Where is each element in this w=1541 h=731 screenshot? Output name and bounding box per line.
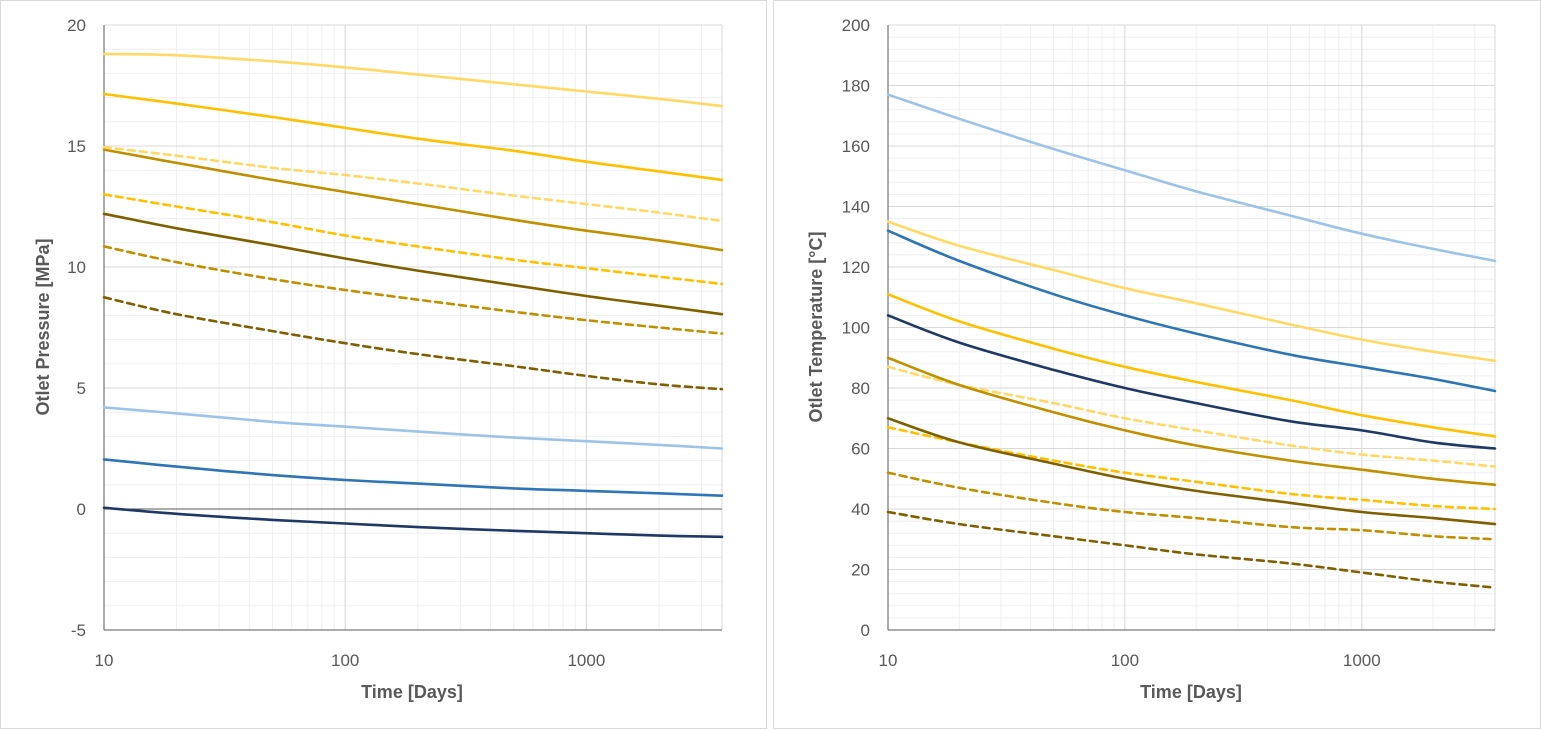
y-tick-label: 140 [842, 198, 870, 217]
temperature-chart: 0 20 40 60 80 100 120 140 160 180 200 10 100 1000 Tim… [806, 16, 1497, 702]
series-line-1 [886, 220, 1497, 363]
y-tick-label: 0 [77, 500, 86, 519]
y-tick-label: 5 [77, 379, 86, 398]
y-tick-label: 15 [67, 137, 86, 156]
series-line-9 [886, 471, 1497, 541]
y-tick-label: -5 [71, 621, 86, 640]
y-tick-label: 20 [67, 16, 86, 35]
y-axis-title: Otlet Temperature [°C] [806, 232, 826, 423]
x-tick-label: 10 [95, 651, 114, 670]
series-line-6 [886, 356, 1497, 487]
series-line-7 [102, 296, 724, 391]
series-line-2 [886, 229, 1497, 393]
y-tick-label: 160 [842, 137, 870, 156]
series-line-5 [102, 193, 724, 286]
series-line-10 [102, 506, 724, 539]
x-axis-title: Time [Days] [1140, 682, 1242, 702]
series-line-4 [102, 145, 724, 223]
series-line-1 [102, 92, 724, 182]
y-tick-label: 0 [861, 621, 870, 640]
series-line-9 [102, 458, 724, 497]
series-line-8 [102, 406, 724, 450]
series-line-3 [886, 292, 1497, 438]
y-tick-label: 200 [842, 16, 870, 35]
temperature-chart-panel: 0 20 40 60 80 100 120 140 160 180 200 10 100 1000 Tim… [773, 0, 1541, 729]
pressure-chart: -5 0 5 10 15 20 10 100 1000 Time [Days] Otlet Pr… [33, 16, 724, 702]
pressure-chart-panel: -5 0 5 10 15 20 10 100 1000 Time [Days] Otlet Pr… [0, 0, 767, 729]
series-line-5 [886, 365, 1497, 468]
series-line-8 [886, 417, 1497, 526]
series-line-4 [886, 314, 1497, 450]
x-tick-label: 1000 [1343, 651, 1381, 670]
series-line-3 [102, 212, 724, 316]
x-tick-label: 100 [1111, 651, 1139, 670]
x-axis-title: Time [Days] [361, 682, 463, 702]
series-line-0 [102, 52, 724, 108]
y-tick-label: 100 [842, 319, 870, 338]
y-tick-label: 20 [851, 561, 870, 580]
x-tick-label: 1000 [567, 651, 605, 670]
y-tick-label: 40 [851, 500, 870, 519]
y-tick-label: 10 [67, 258, 86, 277]
x-tick-label: 10 [879, 651, 898, 670]
y-tick-label: 80 [851, 379, 870, 398]
series-line-10 [886, 510, 1497, 589]
series-line-2 [102, 148, 724, 252]
y-tick-label: 120 [842, 258, 870, 277]
x-tick-label: 100 [331, 651, 359, 670]
y-axis-title: Otlet Pressure [MPa] [33, 238, 53, 415]
series-line-6 [102, 245, 724, 335]
y-tick-label: 60 [851, 440, 870, 459]
y-tick-label: 180 [842, 77, 870, 96]
series-line-0 [886, 93, 1497, 263]
